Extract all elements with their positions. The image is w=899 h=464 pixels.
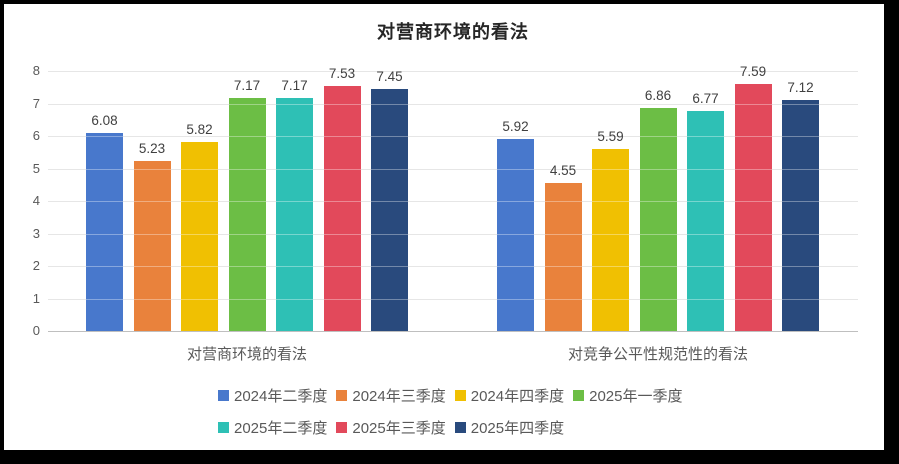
legend-swatch <box>218 390 229 401</box>
bar <box>782 99 819 331</box>
gridline <box>48 168 858 170</box>
legend-swatch <box>336 422 348 433</box>
bar <box>323 86 361 331</box>
legend-row: 2025年二季度 2025年三季度 2025年四季度 <box>218 417 564 438</box>
bar <box>497 138 534 331</box>
legend-label: 2025年三季度 <box>352 420 446 437</box>
legend-swatch <box>454 390 466 401</box>
bar <box>371 88 408 331</box>
bar-value-label: 4.55 <box>549 163 577 179</box>
legend-item: 2024年四季度 <box>454 385 565 406</box>
y-axis-tick-label: 1 <box>32 290 40 306</box>
legend-item: 2025年一季度 <box>573 385 683 406</box>
bar <box>276 97 313 331</box>
bar <box>687 110 724 331</box>
legend-label: 2025年四季度 <box>470 420 565 437</box>
y-axis-tick-label: 6 <box>32 128 40 143</box>
bar-value-label: 6.86 <box>644 88 672 104</box>
bar-value-label: 7.17 <box>233 77 261 93</box>
legend-swatch <box>218 422 229 433</box>
gridline-overlay <box>48 103 858 105</box>
legend-item: 2025年二季度 <box>218 417 327 438</box>
legend-label: 2024年三季度 <box>352 388 446 405</box>
plot-area: 6.08 5.92 5.23 4.55 5.82 5.59 7.17 6.86 7.17 6.77… <box>48 64 858 332</box>
legend-item: 2024年二季度 <box>218 385 327 406</box>
legend-item: 2025年三季度 <box>336 417 446 438</box>
y-axis-tick-label: 2 <box>32 258 40 273</box>
gridline <box>48 298 858 300</box>
bar <box>592 149 629 331</box>
y-axis-tick-label: 5 <box>32 160 40 176</box>
gridline <box>48 266 858 267</box>
legend-swatch <box>573 390 585 401</box>
y-axis-tick-label: 0 <box>32 323 40 338</box>
legend-label: 2025年二季度 <box>234 420 328 437</box>
gridline-overlay <box>48 71 858 72</box>
y-axis-tick-label: 4 <box>32 193 40 208</box>
bar-value-label: 7.17 <box>281 77 308 93</box>
bar <box>544 183 582 331</box>
y-axis-tick-label: 8 <box>32 63 40 78</box>
bar <box>228 97 266 331</box>
bar-value-label: 7.45 <box>376 68 403 84</box>
bar <box>181 141 218 331</box>
category-label: 对竞争公平性规范性的看法 <box>567 346 748 363</box>
gridline <box>48 136 858 137</box>
bar <box>86 133 123 331</box>
bar-value-label: 7.53 <box>328 66 356 82</box>
chart-canvas: 对营商环境的看法 6.08 5.92 5.23 4.55 5.82 5.59 7.17 6.8… <box>4 4 884 450</box>
y-axis-tick-label: 3 <box>32 225 40 241</box>
gridline-overlay <box>48 136 858 137</box>
bar-value-label: 7.12 <box>787 79 814 95</box>
y-axis-tick-label: 7 <box>32 95 40 111</box>
gridline <box>48 71 858 72</box>
gridline <box>48 233 858 235</box>
bar-value-label: 6.08 <box>91 113 118 129</box>
bar-value-label: 5.23 <box>138 141 166 157</box>
legend-item: 2024年三季度 <box>336 385 446 406</box>
legend-swatch <box>336 390 348 401</box>
bar-value-label: 5.59 <box>597 129 624 145</box>
gridline <box>48 103 858 105</box>
x-axis-line <box>48 331 858 332</box>
gridline-overlay <box>48 266 858 267</box>
bar-value-label: 5.82 <box>186 121 213 137</box>
bar <box>133 161 171 331</box>
gridline-overlay <box>48 201 858 202</box>
gridline-overlay <box>48 298 858 300</box>
legend-item: 2025年四季度 <box>454 417 565 438</box>
bar-value-label: 7.59 <box>739 64 767 80</box>
legend-label: 2025年一季度 <box>589 388 683 405</box>
legend-label: 2024年四季度 <box>470 388 565 405</box>
legend-label: 2024年二季度 <box>234 388 328 405</box>
bar <box>734 84 772 331</box>
bar <box>639 108 677 331</box>
category-label: 对营商环境的看法 <box>186 346 307 363</box>
legend-row: 2024年二季度 2024年三季度 2024年四季度 2025年一季度 <box>218 385 683 406</box>
gridline <box>48 201 858 202</box>
bar-value-label: 6.77 <box>692 90 719 106</box>
gridline-overlay <box>48 168 858 170</box>
chart-title: 对营商环境的看法 <box>377 22 529 42</box>
bar-value-label: 5.92 <box>502 118 529 134</box>
legend-swatch <box>454 422 466 433</box>
gridline-overlay <box>48 233 858 235</box>
